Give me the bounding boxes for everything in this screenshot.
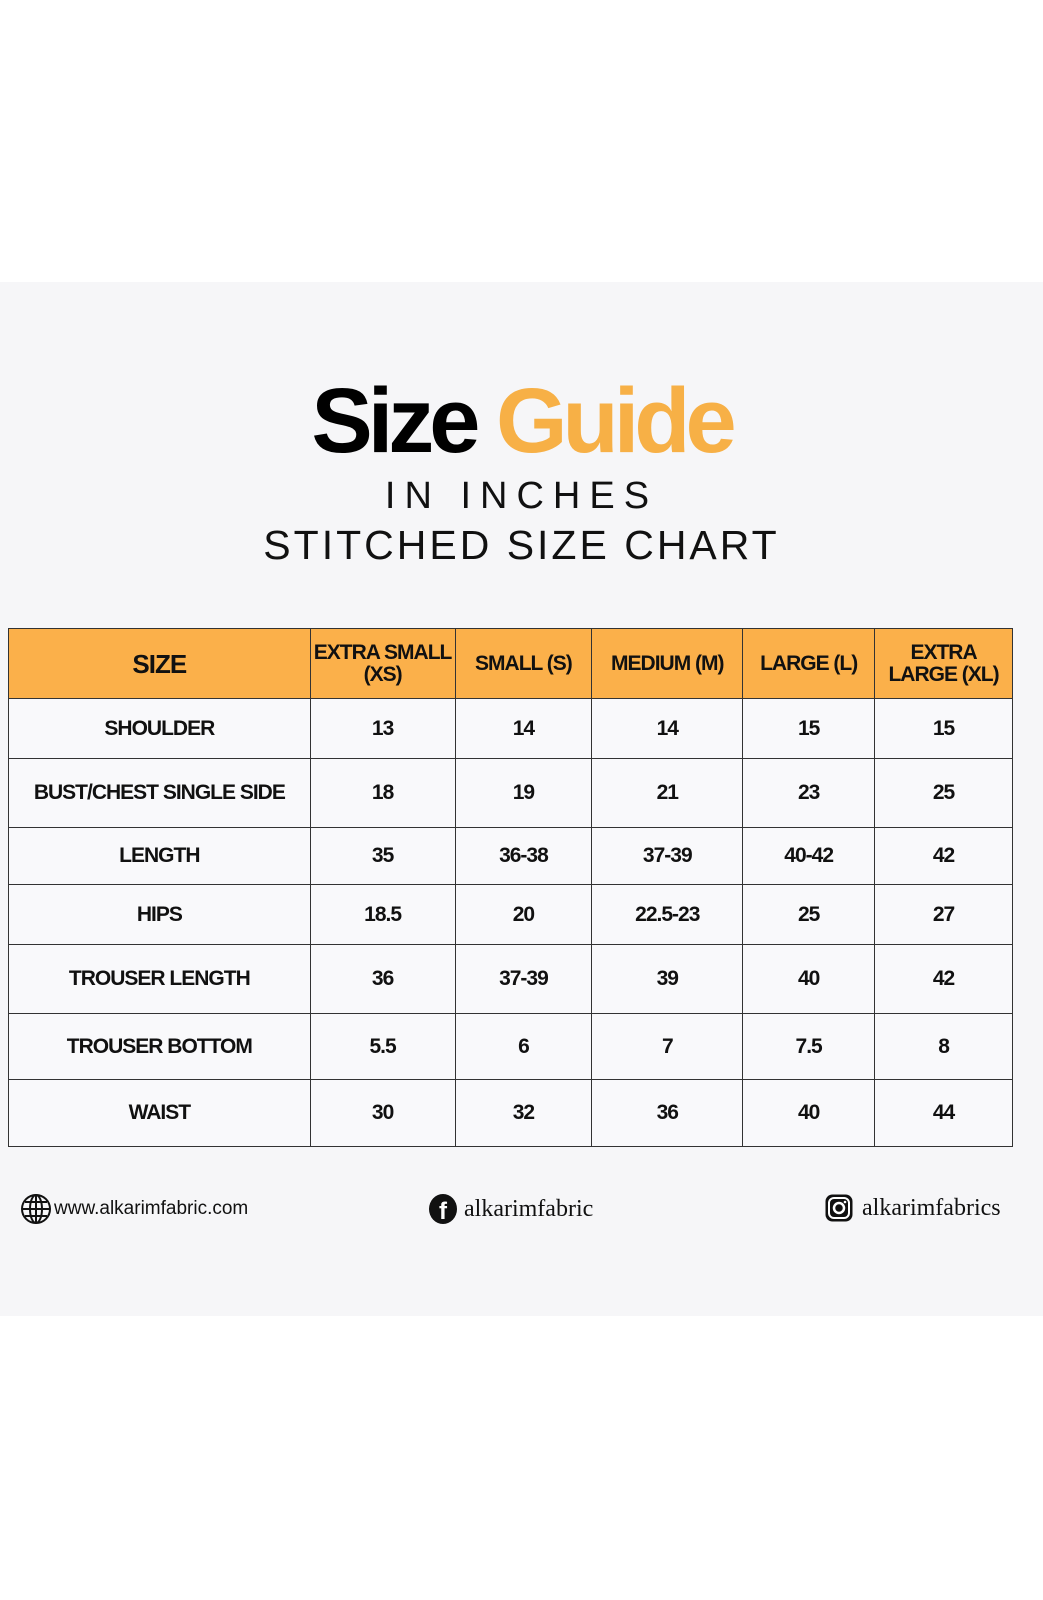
table-cell: 13 xyxy=(309,698,456,759)
table-cell: 25 xyxy=(874,758,1013,828)
row-label: HIPS xyxy=(8,884,311,945)
facebook-link[interactable]: f alkarimfabric xyxy=(428,1193,593,1225)
row-label: BUST/CHEST SINGLE SIDE xyxy=(8,758,311,828)
svg-text:f: f xyxy=(439,1198,448,1225)
globe-icon xyxy=(21,1194,51,1224)
table-row: BUST/CHEST SINGLE SIDE 18 19 21 23 25 xyxy=(8,758,1013,828)
title-word-1: Size xyxy=(311,370,480,472)
table-cell: 18 xyxy=(309,758,456,828)
table-cell: 39 xyxy=(591,944,744,1014)
row-label: SHOULDER xyxy=(8,698,311,759)
row-label: LENGTH xyxy=(8,827,311,885)
table-cell: 44 xyxy=(874,1079,1013,1147)
table-cell: 7.5 xyxy=(742,1013,876,1080)
table-cell: 14 xyxy=(591,698,744,759)
table-row: WAIST 30 32 36 40 44 xyxy=(8,1079,1013,1147)
table-cell: 15 xyxy=(874,698,1013,759)
facebook-icon: f xyxy=(429,1194,457,1225)
website-link[interactable]: www.alkarimfabric.com xyxy=(20,1193,248,1225)
table-row: HIPS 18.5 20 22.5-23 25 27 xyxy=(8,884,1013,945)
table-cell: 21 xyxy=(591,758,744,828)
table-row: SHOULDER 13 14 14 15 15 xyxy=(8,698,1013,759)
row-label: TROUSER LENGTH xyxy=(8,944,311,1014)
table-cell: 40 xyxy=(742,944,876,1014)
instagram-link[interactable]: alkarimfabrics xyxy=(824,1193,1001,1223)
table-cell: 32 xyxy=(454,1079,593,1147)
table-cell: 23 xyxy=(742,758,876,828)
table-cell: 42 xyxy=(874,827,1013,885)
page-title: Size Guide xyxy=(0,375,1043,467)
column-header: SIZE xyxy=(8,628,311,699)
title-word-2: Guide xyxy=(495,370,737,472)
column-header: MEDIUM (M) xyxy=(591,628,744,699)
row-label: WAIST xyxy=(8,1079,311,1147)
table-cell: 19 xyxy=(454,758,593,828)
table-cell: 30 xyxy=(309,1079,456,1147)
table-cell: 37-39 xyxy=(454,944,593,1014)
table-cell: 15 xyxy=(742,698,876,759)
table-cell: 36 xyxy=(591,1079,744,1147)
table-cell: 6 xyxy=(454,1013,593,1080)
table-cell: 5.5 xyxy=(309,1013,456,1080)
table-cell: 36-38 xyxy=(454,827,593,885)
column-header: LARGE (L) xyxy=(742,628,876,699)
table-cell: 22.5-23 xyxy=(591,884,744,945)
table-row: TROUSER LENGTH 36 37-39 39 40 42 xyxy=(8,944,1013,1014)
table-cell: 8 xyxy=(874,1013,1013,1080)
table-cell: 20 xyxy=(454,884,593,945)
instagram-icon xyxy=(825,1194,853,1222)
column-header: EXTRA LARGE (XL) xyxy=(874,628,1013,699)
table-cell: 42 xyxy=(874,944,1013,1014)
table-cell: 36 xyxy=(309,944,456,1014)
instagram-text: alkarimfabrics xyxy=(862,1194,1001,1221)
table-cell: 40-42 xyxy=(742,827,876,885)
table-cell: 25 xyxy=(742,884,876,945)
table-cell: 27 xyxy=(874,884,1013,945)
table-cell: 7 xyxy=(591,1013,744,1080)
table-cell: 40 xyxy=(742,1079,876,1147)
website-text: www.alkarimfabric.com xyxy=(54,1198,249,1219)
table-cell: 14 xyxy=(454,698,593,759)
table-cell: 35 xyxy=(309,827,456,885)
table-cell: 18.5 xyxy=(309,884,456,945)
size-table: SIZE EXTRA SMALL (XS) SMALL (S) MEDIUM (M) L… xyxy=(8,628,1013,1147)
table-row: TROUSER BOTTOM 5.5 6 7 7.5 8 xyxy=(8,1013,1013,1080)
column-header: EXTRA SMALL (XS) xyxy=(309,628,456,699)
table-row: LENGTH 35 36-38 37-39 40-42 42 xyxy=(8,827,1013,885)
subtitle: IN INCHES xyxy=(384,475,659,517)
facebook-text: alkarimfabric xyxy=(464,1195,594,1222)
table-cell: 37-39 xyxy=(591,827,744,885)
chart-title: STITCHED SIZE CHART xyxy=(263,522,780,568)
column-header: SMALL (S) xyxy=(454,628,593,699)
header-row: SIZE EXTRA SMALL (XS) SMALL (S) MEDIUM (M) L… xyxy=(8,628,1013,699)
row-label: TROUSER BOTTOM xyxy=(8,1013,311,1080)
